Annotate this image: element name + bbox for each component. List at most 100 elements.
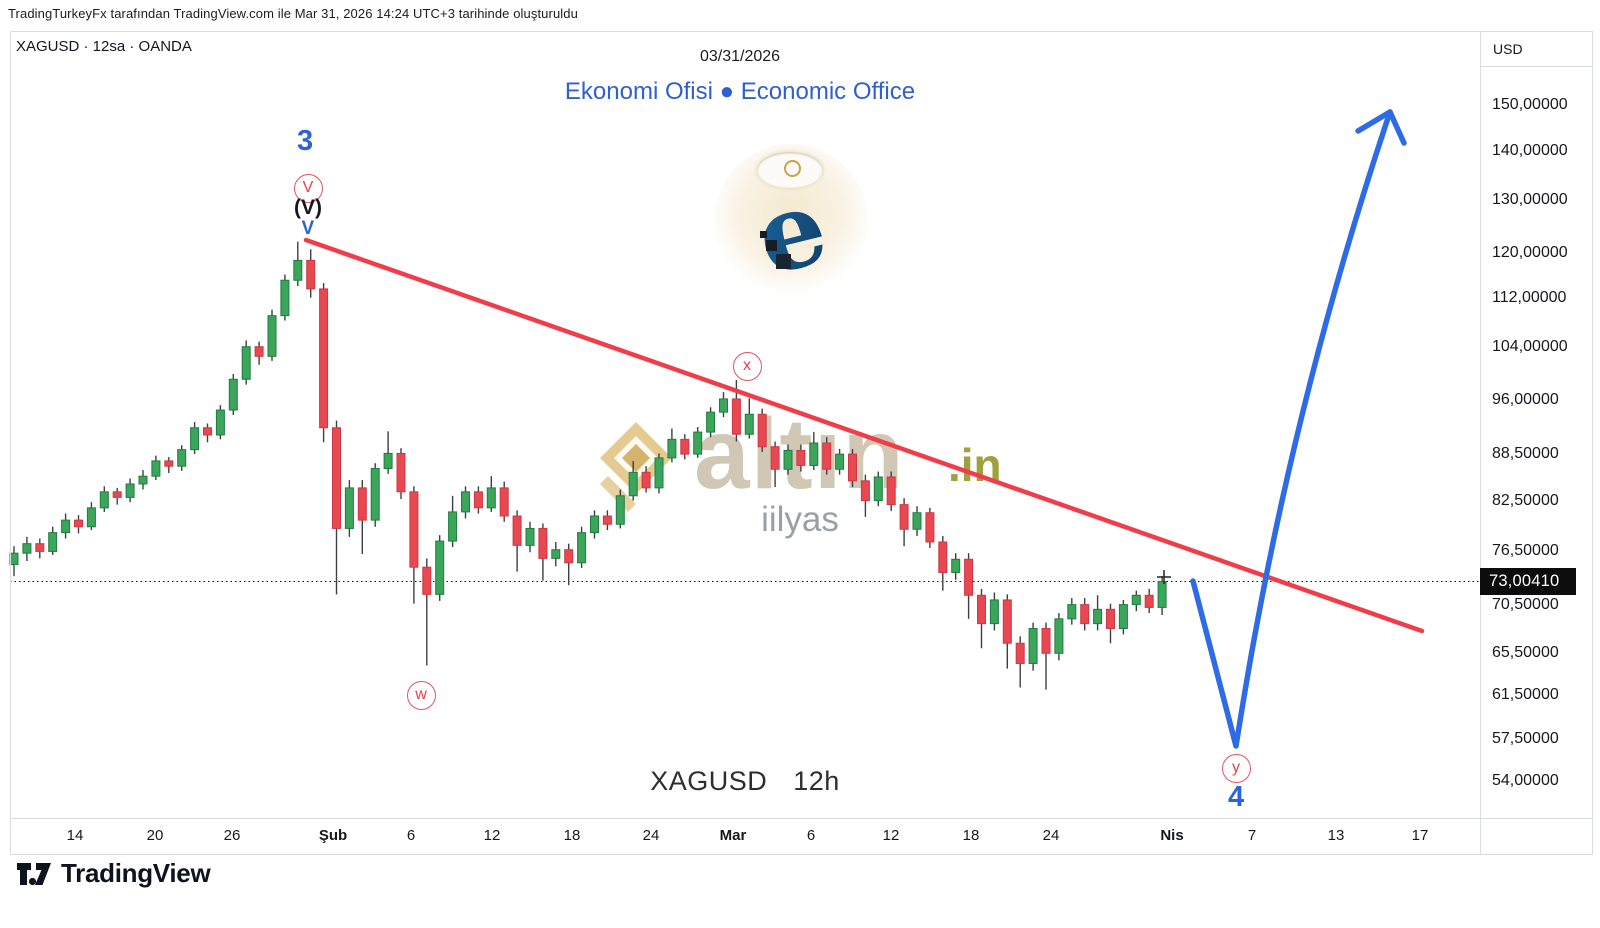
chart-left-border (10, 31, 11, 854)
price-axis-label: 65,50000 (1492, 644, 1559, 662)
watermark-author: iilyas (761, 500, 839, 539)
price-axis-label: 61,50000 (1492, 685, 1559, 703)
time-axis-label: Nis (1160, 827, 1184, 844)
footer-timeframe: 12h (793, 766, 840, 796)
candle-down (822, 442, 832, 470)
candle-up (719, 398, 728, 413)
price-axis-separator (1480, 31, 1481, 854)
candle-down (860, 480, 870, 502)
candle-down (422, 566, 432, 595)
candle-up (138, 475, 148, 485)
candle-up (241, 346, 251, 380)
chart-top-border (10, 31, 1593, 32)
candle-down (731, 398, 741, 435)
candle-down (796, 449, 806, 466)
candle-down (964, 558, 974, 596)
candle-down (770, 446, 780, 470)
candle-up (577, 532, 587, 564)
time-axis-label: 6 (806, 827, 816, 844)
wave-label-3: 3 (297, 124, 314, 157)
price-axis-label: 57,50000 (1492, 730, 1559, 748)
logo-crescent-icon (784, 160, 801, 177)
time-axis-label: Şub (318, 827, 348, 844)
candle-down (925, 512, 935, 543)
candle-up (1054, 618, 1064, 654)
candle-up (228, 378, 238, 411)
candle-down (512, 515, 522, 546)
time-axis-label: 12 (483, 827, 501, 844)
candle-up (435, 540, 445, 595)
tradingview-wordmark: TradingView (61, 858, 211, 888)
price-axis-label: 96,00000 (1492, 391, 1559, 409)
projection-arrow[interactable] (1190, 109, 1393, 749)
time-axis-label: 12 (882, 827, 900, 844)
candle-up (1118, 604, 1128, 629)
candle-down (886, 476, 896, 506)
candle-down (396, 452, 406, 493)
chart-right-border (1592, 31, 1593, 854)
candle-down (357, 487, 367, 521)
candle-down (602, 515, 612, 525)
time-axis-label: 6 (406, 827, 416, 844)
time-axis-label: 14 (66, 827, 84, 844)
candle-down (848, 453, 857, 482)
candle-up (1157, 581, 1167, 608)
price-axis-label: 130,00000 (1492, 190, 1568, 208)
candle-down (203, 427, 212, 436)
candle-up (280, 279, 290, 317)
candle-up (873, 476, 883, 502)
candle-down (1015, 642, 1025, 664)
wave-label-V: V (293, 173, 323, 203)
candle-up (370, 467, 380, 521)
candle-up (267, 315, 277, 357)
candle-up (912, 512, 922, 530)
price-axis-label: 76,50000 (1492, 541, 1559, 559)
candle-up (1093, 608, 1103, 625)
candle-up (1131, 594, 1141, 606)
candle-up (461, 491, 470, 513)
candle-down (564, 549, 574, 564)
usd-cell-underline (1481, 66, 1593, 67)
candle-up (951, 558, 961, 574)
tradingview-logo[interactable]: TradingView (16, 858, 211, 889)
wave-label-4: 4 (1228, 780, 1245, 813)
price-axis-label: 54,00000 (1492, 772, 1559, 790)
symbol-legend[interactable]: XAGUSD · 12sa · OANDA (16, 38, 192, 55)
candle-down (757, 413, 767, 448)
price-axis-label: 82,50000 (1492, 491, 1559, 509)
price-axis-label: 120,00000 (1492, 243, 1568, 261)
candle-up (125, 483, 135, 498)
candle-down (254, 346, 264, 357)
candle-up (783, 449, 793, 470)
candle-down (499, 487, 509, 517)
candle-down (332, 427, 341, 529)
candle-up (344, 487, 354, 529)
candle-down (306, 259, 316, 290)
wave-label-V: (V) (294, 195, 322, 219)
candle-up (177, 449, 187, 467)
wave-label-w: w (406, 680, 436, 710)
trendline[interactable] (303, 237, 1425, 634)
office-title: Ekonomi Ofisi ● Economic Office (564, 78, 916, 105)
candle-down (319, 288, 329, 429)
time-axis-label: 18 (962, 827, 980, 844)
candle-up (693, 431, 703, 455)
candle-down (899, 504, 909, 530)
ekonomi-ofisi-logo: e (714, 144, 868, 298)
candle-down (538, 527, 548, 559)
currency-label[interactable]: USD (1493, 41, 1523, 57)
candle-up (706, 411, 716, 433)
candle-up (22, 543, 32, 554)
candle-up (744, 413, 754, 435)
candle-down (977, 594, 986, 625)
last-price-badge: 73,00410 (1480, 568, 1576, 595)
candle-up (151, 460, 161, 477)
candle-up (551, 549, 561, 559)
candle-up (61, 519, 71, 534)
candle-up (1067, 604, 1077, 620)
candle-down (680, 438, 690, 455)
pane-footer-symbol: XAGUSD 12h (0, 766, 1490, 797)
candle-up (99, 491, 109, 509)
